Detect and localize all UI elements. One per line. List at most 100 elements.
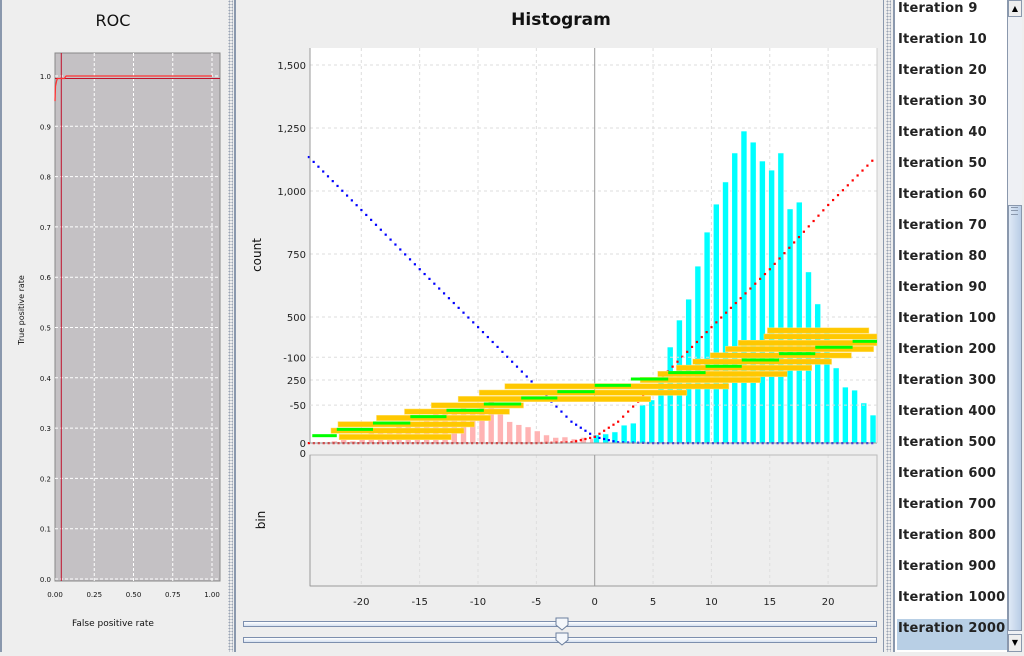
negative-count-bar	[506, 421, 513, 444]
red-dotted-line-point	[584, 437, 587, 441]
list-item[interactable]: Iteration 50	[898, 156, 987, 171]
list-item[interactable]: Iteration 2000	[897, 619, 1007, 650]
list-item[interactable]: Iteration 60	[898, 187, 987, 202]
list-item[interactable]: Iteration 300	[898, 373, 997, 388]
x-tick: -15	[411, 597, 427, 608]
red-dotted-line-point	[681, 355, 684, 358]
blue-dotted-line-point	[598, 436, 601, 440]
red-dotted-line-point	[690, 345, 694, 349]
list-item[interactable]: Iteration 30	[898, 94, 987, 109]
list-item[interactable]: Iteration 500	[898, 435, 997, 450]
list-item[interactable]: Iteration 80	[898, 249, 987, 264]
red-dotted-line-point	[871, 159, 874, 162]
splitter-right[interactable]	[886, 0, 891, 652]
scroll-up-button[interactable]: ▲	[1008, 0, 1022, 17]
slider-2-thumb[interactable]	[555, 632, 569, 646]
list-item[interactable]: Iteration 100	[898, 311, 997, 326]
blue-dotted-line-point	[326, 175, 330, 178]
red-dotted-line-point	[861, 169, 864, 172]
blue-dotted-line-point	[452, 301, 455, 305]
blue-dotted-line-point	[462, 311, 465, 314]
blue-dotted-line-point	[331, 180, 334, 183]
bin-segment	[779, 352, 816, 356]
blue-dotted-line-point	[565, 415, 568, 418]
roc-y-tick: 1.0	[40, 73, 51, 81]
bin-segment	[446, 408, 484, 412]
slider-1-thumb[interactable]	[555, 617, 569, 631]
red-dotted-line-point	[307, 442, 310, 445]
roc-plot-area	[54, 52, 221, 582]
blue-dotted-line-point	[394, 243, 397, 246]
red-dotted-line-point	[700, 335, 703, 339]
list-item[interactable]: Iteration 700	[898, 497, 997, 512]
roc-y-tick: 0.0	[40, 576, 51, 584]
red-dotted-line-point	[783, 252, 786, 255]
list-item[interactable]: Iteration 400	[898, 404, 997, 419]
positive-count-bar	[860, 402, 868, 444]
positive-count-bar	[814, 303, 822, 444]
red-dotted-line-point	[695, 340, 699, 344]
splitter-left[interactable]	[228, 0, 233, 652]
blue-dotted-line-point	[589, 432, 592, 435]
iteration-list[interactable]: Iteration 9 Iteration 10 Iteration 20 Itera…	[893, 0, 1007, 652]
blue-dotted-line-point	[408, 258, 412, 261]
negative-count-bar	[497, 412, 504, 444]
red-dotted-line-point	[724, 311, 728, 314]
range-bar	[330, 427, 465, 434]
positive-count-bar	[777, 152, 785, 444]
bin-segment	[741, 358, 780, 362]
red-dotted-line-point	[676, 360, 679, 363]
x-tick: 10	[705, 597, 718, 608]
red-dotted-line-point	[622, 415, 625, 418]
red-dotted-line-point	[744, 292, 747, 295]
blue-dotted-line-point	[570, 420, 573, 423]
blue-dotted-line-point	[530, 380, 533, 383]
blue-dotted-line-point	[579, 426, 582, 429]
list-item[interactable]: Iteration 1000	[898, 590, 1006, 605]
bin-y-tick: 0	[300, 449, 306, 460]
range-bar	[737, 339, 878, 346]
blue-dotted-line-point	[350, 199, 353, 202]
positive-count-bar	[694, 265, 702, 444]
list-item[interactable]: Iteration 70	[898, 218, 987, 233]
red-dotted-line-point	[575, 440, 578, 443]
blue-dotted-line-point	[418, 268, 421, 271]
list-item[interactable]: Iteration 90	[898, 280, 987, 295]
red-dotted-line-point	[763, 272, 767, 276]
roc-x-tick: 0.00	[47, 591, 63, 599]
negative-count-bar	[524, 426, 532, 444]
list-item[interactable]: Iteration 40	[898, 125, 987, 140]
slider-2[interactable]	[236, 632, 884, 648]
list-item[interactable]: Iteration 9	[898, 1, 978, 16]
red-dotted-line-point	[788, 246, 791, 249]
blue-dotted-line-point	[491, 340, 494, 344]
list-item[interactable]: Iteration 900	[898, 559, 997, 574]
bin-segment	[410, 415, 447, 419]
roc-curve	[54, 75, 212, 102]
blue-dotted-line-point	[433, 282, 436, 285]
scroll-down-button[interactable]: ▼	[1008, 634, 1022, 652]
red-dotted-line-point	[802, 230, 805, 233]
red-dotted-line-point	[817, 214, 820, 217]
list-item[interactable]: Iteration 600	[898, 466, 997, 481]
count-y-tick: 1,000	[277, 187, 306, 198]
blue-dotted-line-point	[501, 350, 504, 353]
roc-y-tick: 0.4	[40, 375, 52, 383]
list-item[interactable]: Iteration 200	[898, 342, 997, 357]
red-dotted-line-point	[832, 198, 835, 202]
list-item[interactable]: Iteration 20	[898, 63, 987, 78]
roc-x-tick: 0.75	[165, 591, 181, 599]
blue-dotted-line-point	[496, 345, 499, 349]
positive-count-bar	[749, 141, 757, 444]
list-item[interactable]: Iteration 10	[898, 32, 987, 47]
blue-dotted-line-point	[374, 223, 378, 226]
bin-segment	[312, 434, 337, 438]
slider-1[interactable]	[236, 616, 884, 632]
roc-y-tick: 0.2	[40, 475, 51, 483]
blue-dotted-line-point	[447, 297, 451, 300]
list-item[interactable]: Iteration 800	[898, 528, 997, 543]
scrollbar-thumb[interactable]	[1008, 205, 1022, 631]
roc-chart: ROC True positive rate False positive ra…	[17, 11, 221, 629]
list-scrollbar[interactable]: ▲ ▼	[1007, 0, 1022, 652]
range-bar	[657, 371, 788, 377]
